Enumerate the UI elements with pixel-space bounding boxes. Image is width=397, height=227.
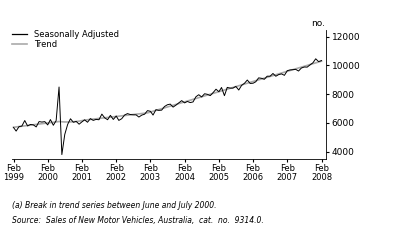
Text: (a) Break in trend series between June and July 2000.: (a) Break in trend series between June a… (12, 201, 216, 210)
Text: no.: no. (312, 19, 326, 28)
Text: Source:  Sales of New Motor Vehicles, Australia,  cat.  no.  9314.0.: Source: Sales of New Motor Vehicles, Aus… (12, 216, 264, 225)
Legend: Seasonally Adjusted, Trend: Seasonally Adjusted, Trend (12, 30, 119, 49)
